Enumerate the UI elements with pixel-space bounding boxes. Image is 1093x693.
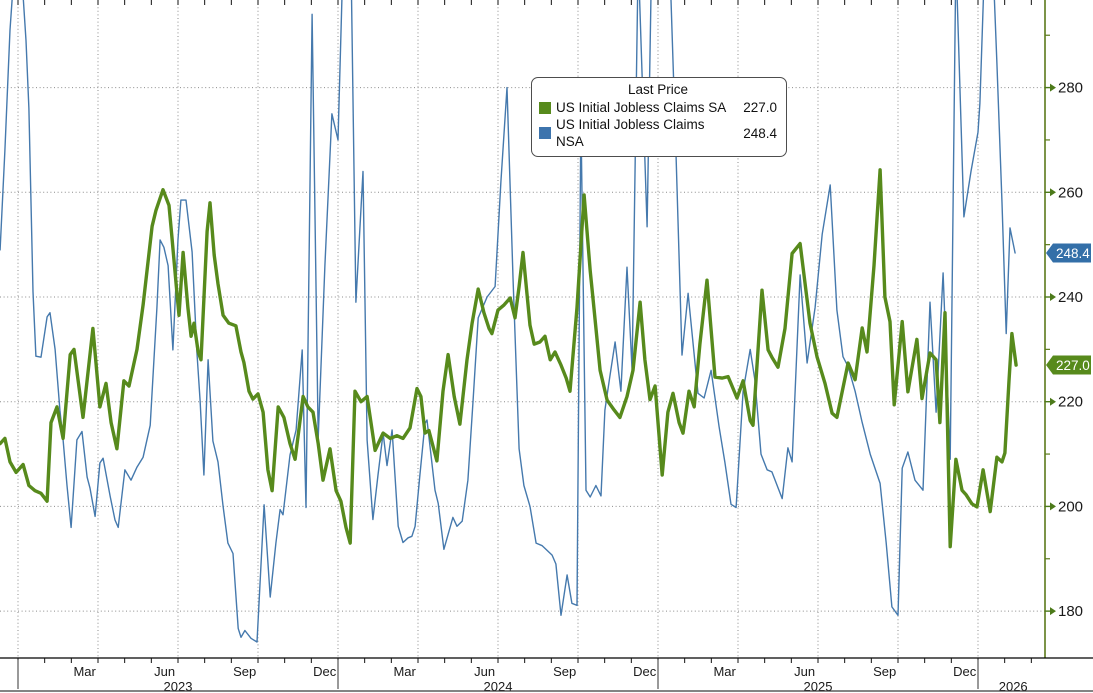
month-label: Mar xyxy=(73,664,96,679)
month-label: Mar xyxy=(393,664,416,679)
y-tick-arrow-icon xyxy=(1050,83,1056,92)
legend-label-sa: US Initial Jobless Claims SA xyxy=(556,100,727,115)
y-tick-arrow-icon xyxy=(1050,607,1056,616)
series-line-nsa xyxy=(0,0,1016,643)
month-label: Sep xyxy=(873,664,896,679)
year-label: 2023 xyxy=(164,679,193,693)
month-label: Mar xyxy=(713,664,736,679)
price-tag-sa xyxy=(1046,355,1091,375)
month-label: Jun xyxy=(794,664,815,679)
legend: Last Price US Initial Jobless Claims SA … xyxy=(531,77,787,157)
legend-value-sa: 227.0 xyxy=(743,100,777,115)
y-tick-arrow-icon xyxy=(1050,397,1056,406)
y-tick-arrow-icon xyxy=(1050,293,1056,301)
month-label: Dec xyxy=(633,664,657,679)
sa-series-swatch-icon xyxy=(539,101,551,114)
month-label: Jun xyxy=(474,664,495,679)
y-tick-label: 220 xyxy=(1058,394,1083,411)
year-label: 2024 xyxy=(484,679,513,693)
y-tick-arrow-icon xyxy=(1050,188,1056,197)
month-label: Sep xyxy=(553,664,576,679)
y-tick-label: 200 xyxy=(1058,498,1083,515)
y-tick-label: 260 xyxy=(1058,184,1083,201)
y-tick-label: 180 xyxy=(1058,603,1083,620)
price-tag-label: 227.0 xyxy=(1056,358,1090,373)
month-label: Jun xyxy=(154,664,175,679)
nsa-series-swatch-icon xyxy=(539,127,551,139)
month-label: Dec xyxy=(313,664,337,679)
y-tick-label: 280 xyxy=(1058,80,1083,97)
month-label: Dec xyxy=(953,664,977,679)
series-line-sa xyxy=(0,168,1018,549)
y-tick-arrow-icon xyxy=(1050,502,1056,511)
year-label: 2026 xyxy=(999,679,1028,693)
legend-value-nsa: 248.4 xyxy=(743,125,777,141)
legend-row-nsa: US Initial Jobless Claims NSA 248.4 xyxy=(539,116,777,150)
price-tag-label: 248.4 xyxy=(1056,246,1090,261)
month-label: Sep xyxy=(233,664,256,679)
legend-row-sa: US Initial Jobless Claims SA 227.0 xyxy=(539,99,777,116)
year-label: 2025 xyxy=(804,679,833,693)
price-tag-nsa xyxy=(1046,243,1091,263)
y-tick-label: 240 xyxy=(1058,289,1083,306)
legend-label-nsa: US Initial Jobless Claims NSA xyxy=(556,117,705,149)
legend-title: Last Price xyxy=(627,82,689,97)
